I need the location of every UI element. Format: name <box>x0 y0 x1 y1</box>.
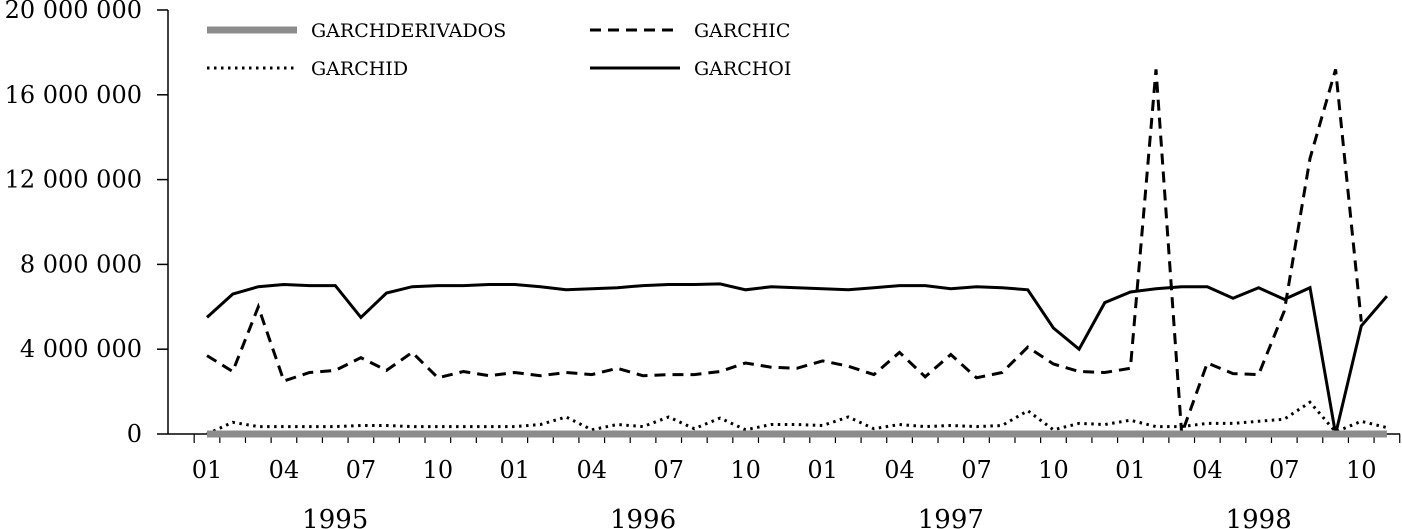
legend: GARCHDERIVADOS GARCHIC GARCHID GARCHOI <box>207 20 791 80</box>
y-tick-label: 20 000 000 <box>5 0 142 24</box>
year-label: 1998 <box>1226 505 1292 529</box>
x-tick-label: 04 <box>269 456 300 484</box>
x-tick-label: 01 <box>1115 456 1146 484</box>
series-line-garchic <box>206 68 1363 435</box>
legend-item: GARCHID <box>207 58 408 80</box>
legend-label: GARCHOI <box>694 58 791 80</box>
legend-item: GARCHIC <box>590 20 790 42</box>
legend-label: GARCHIC <box>694 20 790 42</box>
legend-label: GARCHDERIVADOS <box>311 20 506 42</box>
y-tick-label: 8 000 000 <box>20 250 142 278</box>
x-tick-label: 01 <box>500 456 531 484</box>
series-line-garchoi <box>205 282 1389 435</box>
x-tick-label: 04 <box>1192 456 1223 484</box>
x-tick-label: 10 <box>1038 456 1069 484</box>
y-tick-label: 4 000 000 <box>20 335 142 363</box>
x-tick-label: 04 <box>884 456 915 484</box>
legend-item: GARCHOI <box>590 58 791 80</box>
y-tick-label: 12 000 000 <box>5 166 142 194</box>
legend-item: GARCHDERIVADOS <box>207 20 506 42</box>
x-tick-label: 07 <box>346 456 377 484</box>
x-tick-label: 07 <box>961 456 992 484</box>
year-label: 1997 <box>918 505 984 529</box>
x-tick-label: 10 <box>730 456 761 484</box>
x-tick-label: 04 <box>576 456 607 484</box>
year-label: 1995 <box>302 505 368 529</box>
series-layer <box>205 68 1389 438</box>
y-tick-label: 0 <box>127 420 142 448</box>
x-tick-label: 07 <box>1269 456 1300 484</box>
y-tick-label: 16 000 000 <box>5 81 142 109</box>
x-tick-label: 01 <box>192 456 223 484</box>
axes: 0 4 000 000 8 000 000 12 000 000 16 000 000 2… <box>5 0 1401 529</box>
x-tick-label: 10 <box>1346 456 1377 484</box>
x-tick-label: 07 <box>653 456 684 484</box>
series-line-garchid <box>206 400 1388 436</box>
legend-label: GARCHID <box>311 58 408 80</box>
year-label: 1996 <box>610 505 676 529</box>
x-tick-label: 10 <box>423 456 454 484</box>
x-tick-label: 01 <box>807 456 838 484</box>
